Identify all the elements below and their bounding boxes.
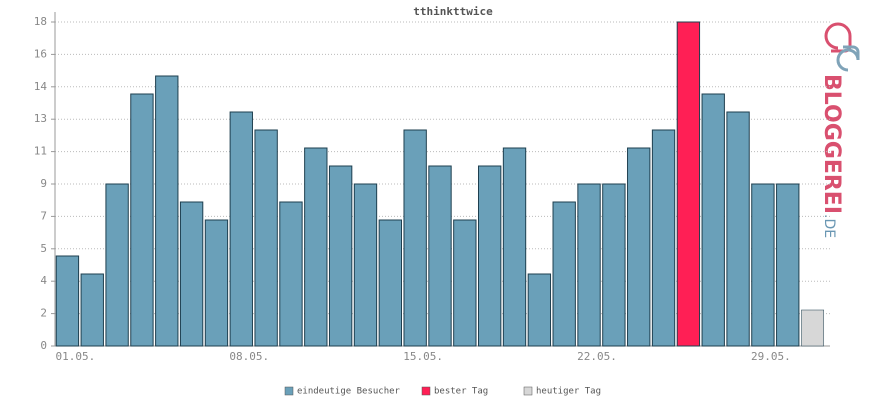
x-tick-label: 22.05. bbox=[577, 350, 617, 363]
y-tick-label: 9 bbox=[40, 177, 47, 190]
bar bbox=[378, 219, 403, 347]
bar bbox=[676, 21, 701, 347]
y-tick-label: 7 bbox=[40, 209, 47, 222]
bar bbox=[453, 219, 477, 347]
logo-suffix: .DE bbox=[821, 214, 837, 238]
logo-icon bbox=[836, 45, 860, 72]
bar bbox=[776, 183, 800, 347]
legend-swatch bbox=[523, 386, 533, 396]
legend-swatch bbox=[421, 386, 431, 396]
bar bbox=[651, 129, 676, 347]
bar bbox=[726, 111, 750, 347]
bar bbox=[279, 201, 303, 347]
bar bbox=[403, 129, 427, 347]
y-tick-label: 16 bbox=[34, 47, 47, 60]
y-tick-label: 11 bbox=[34, 145, 47, 158]
x-tick-label: 29.05. bbox=[751, 350, 791, 363]
bar bbox=[55, 255, 80, 347]
y-tick-label: 5 bbox=[40, 242, 47, 255]
chart-title: tthinkttwice bbox=[413, 5, 493, 18]
bar bbox=[502, 147, 527, 347]
bar bbox=[428, 165, 452, 347]
bar bbox=[353, 183, 378, 347]
y-tick-label: 2 bbox=[40, 307, 47, 320]
bar bbox=[80, 273, 104, 347]
bar bbox=[751, 183, 775, 347]
bar bbox=[627, 147, 651, 347]
bar bbox=[801, 309, 825, 347]
y-tick-label: 0 bbox=[40, 339, 47, 352]
legend-label: eindeutige Besucher bbox=[297, 387, 401, 397]
bar bbox=[328, 165, 353, 347]
legend-swatch bbox=[284, 386, 294, 396]
bar bbox=[105, 183, 129, 347]
y-tick-label: 18 bbox=[34, 15, 47, 28]
bar bbox=[478, 165, 502, 347]
logo: BLOGGEREI.DE bbox=[819, 22, 860, 238]
bar bbox=[179, 201, 204, 347]
legend-label: heutiger Tag bbox=[536, 387, 601, 397]
bar bbox=[304, 147, 328, 347]
y-tick-label: 4 bbox=[40, 274, 47, 287]
logo-text: BLOGGEREI bbox=[819, 74, 844, 214]
bar bbox=[130, 93, 154, 347]
y-tick-label: 13 bbox=[34, 112, 47, 125]
x-tick-label: 01.05. bbox=[56, 350, 96, 363]
legend-label: bester Tag bbox=[434, 387, 488, 397]
bar bbox=[204, 219, 229, 347]
bar bbox=[254, 129, 278, 347]
bar bbox=[701, 93, 725, 347]
y-tick-label: 14 bbox=[34, 80, 48, 93]
bar bbox=[527, 273, 552, 347]
bar bbox=[155, 75, 179, 347]
logo-text: BLOGGEREI.DE bbox=[819, 74, 844, 238]
bar bbox=[602, 183, 626, 347]
bar bbox=[552, 201, 576, 347]
bar bbox=[577, 183, 601, 347]
bar bbox=[229, 111, 253, 347]
x-tick-label: 15.05. bbox=[403, 350, 443, 363]
x-tick-label: 08.05. bbox=[229, 350, 269, 363]
